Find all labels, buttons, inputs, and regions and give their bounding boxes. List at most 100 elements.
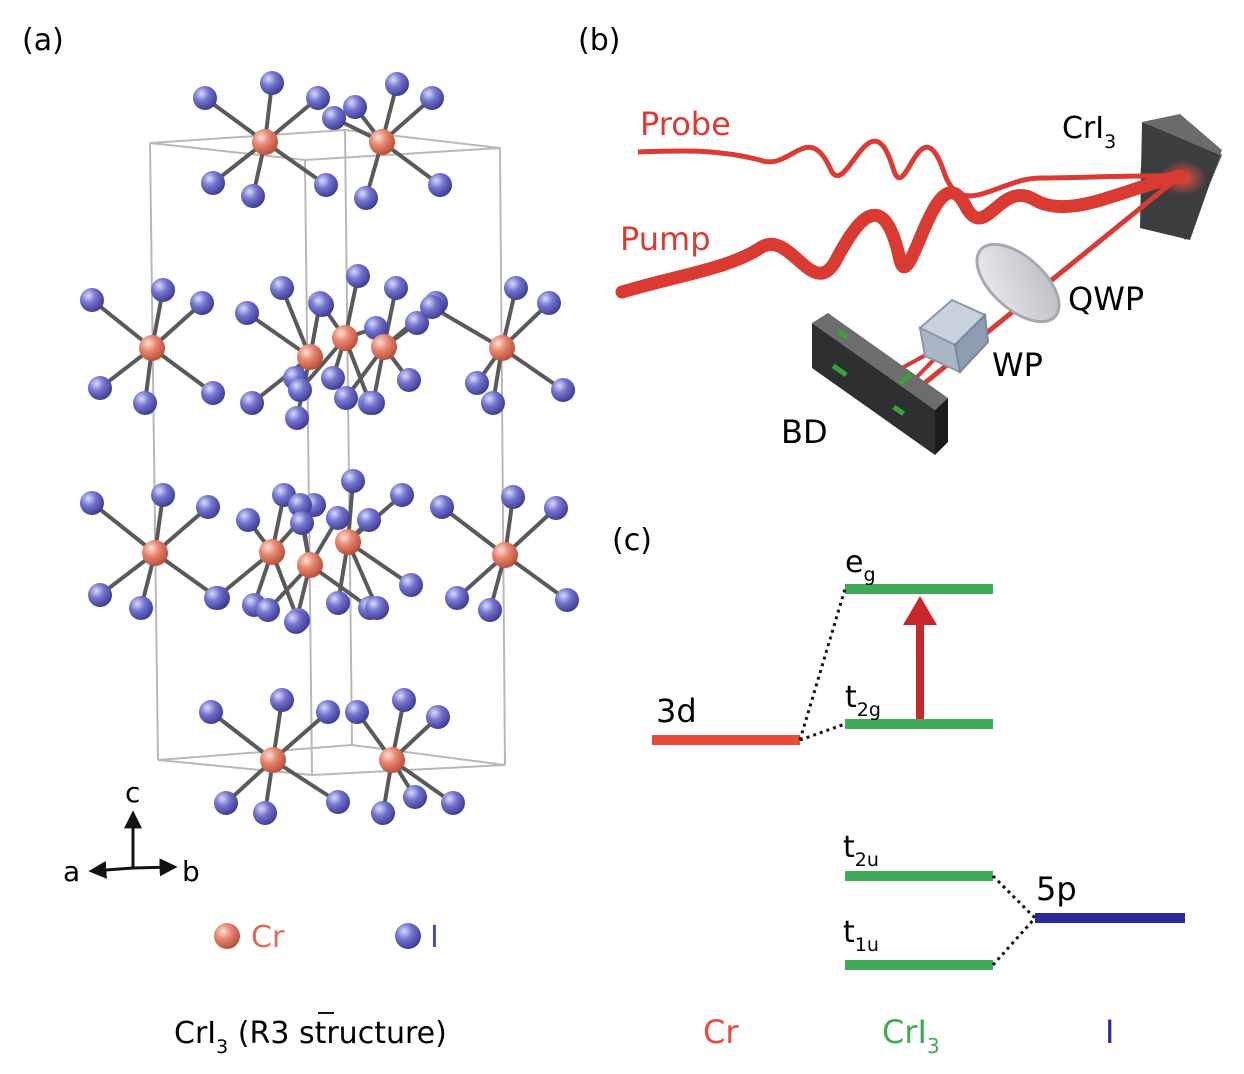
i-atom (240, 391, 264, 415)
cr-atom (260, 747, 286, 773)
t2g-label: t2g (845, 680, 881, 721)
cr-i-bond (430, 305, 504, 350)
i-atom (555, 588, 579, 612)
panel-c-tag: (c) (612, 523, 652, 558)
i-atom (241, 184, 265, 208)
i-atom (204, 586, 228, 610)
bd-side (935, 398, 948, 455)
atoms (80, 71, 579, 825)
qwp-label: QWP (1068, 280, 1144, 318)
cr-atom (142, 540, 168, 566)
cr-i-bond (440, 505, 507, 557)
i-atom (361, 391, 385, 415)
i-atom (260, 71, 284, 95)
i-atom (236, 508, 260, 532)
i-atom (253, 801, 277, 825)
i-atom (384, 276, 408, 300)
i-atom (321, 366, 345, 390)
i-atom (371, 801, 395, 825)
wp-label: WP (992, 346, 1043, 384)
cr-atom (252, 129, 278, 155)
crystal-structure (80, 71, 579, 825)
correlation-lines (798, 588, 1037, 966)
i-atom (288, 493, 312, 517)
i-atom (478, 598, 502, 622)
i-atom (270, 276, 294, 300)
i-atom (199, 700, 223, 724)
i-atom (235, 301, 259, 325)
i-atom (193, 86, 217, 110)
i-atom (364, 316, 388, 340)
i-atom (399, 573, 423, 597)
i-atom (129, 596, 153, 620)
c-axis-label: c (125, 776, 140, 809)
i-atom (481, 391, 505, 415)
sample-label: CrI3 (1062, 111, 1116, 153)
i-atom (326, 790, 350, 814)
energy-level-diagram (652, 584, 1185, 970)
i-atom (284, 610, 308, 634)
t1u-label: t1u (843, 915, 879, 956)
i-atom (214, 791, 238, 815)
i-atom (426, 705, 450, 729)
crystal-caption: CrI3 (R3 structure) (174, 1016, 447, 1058)
i-atom (341, 469, 365, 493)
i-atom (441, 791, 465, 815)
i-atom (314, 173, 338, 197)
excitation-arrow-head (903, 596, 937, 625)
i-atom (290, 511, 314, 535)
bd-front (812, 323, 935, 455)
a-axis-arrow (88, 860, 134, 879)
pump-label: Pump (620, 220, 711, 258)
i-atom (346, 264, 370, 288)
i-atom (392, 688, 416, 712)
i-atom (256, 598, 280, 622)
i-atom (504, 276, 528, 300)
qwp-plate (975, 242, 1061, 324)
cr-i-bond (90, 501, 157, 555)
i-atom (420, 295, 444, 319)
i-atom (133, 391, 157, 415)
i-atom (322, 106, 346, 130)
cr-i-bond (209, 710, 275, 762)
legend-i-swatch (395, 923, 421, 949)
bar-three: 3 (270, 1016, 289, 1051)
i-atom (326, 591, 350, 615)
pump-probe-setup (615, 114, 1222, 455)
i-atom (465, 371, 489, 395)
i-atom (88, 376, 112, 400)
sample-rim (1142, 114, 1222, 155)
axes-triad (88, 810, 178, 879)
i-atom (306, 86, 330, 110)
i-atom (430, 495, 454, 519)
i-atom (354, 186, 378, 210)
cr-atom (379, 747, 405, 773)
i-atom (190, 291, 214, 315)
legend-cr-swatch (214, 923, 240, 949)
i-atom (151, 278, 175, 302)
i-atom (420, 86, 444, 110)
i-atom (334, 386, 358, 410)
legend-cr-label: Cr (251, 920, 285, 955)
i-atom (403, 785, 427, 809)
i-atom (80, 491, 104, 515)
a-axis-label: a (63, 855, 80, 888)
cr-atom (259, 539, 285, 565)
column-i-label: I (1105, 1013, 1114, 1051)
i-atom (316, 700, 340, 724)
i-atom (345, 700, 369, 724)
i-atom (537, 291, 561, 315)
probe-label: Probe (640, 105, 731, 143)
i-atom (343, 95, 367, 119)
cr-atom (489, 335, 515, 361)
i-atom (365, 596, 389, 620)
cr-atom (335, 529, 361, 555)
bd-markings (831, 329, 913, 416)
i-atom (501, 485, 525, 509)
column-cri3-label: CrI3 (882, 1013, 940, 1058)
probe-beam (637, 138, 1181, 199)
i-atom (285, 406, 309, 430)
i-atom (151, 483, 175, 507)
